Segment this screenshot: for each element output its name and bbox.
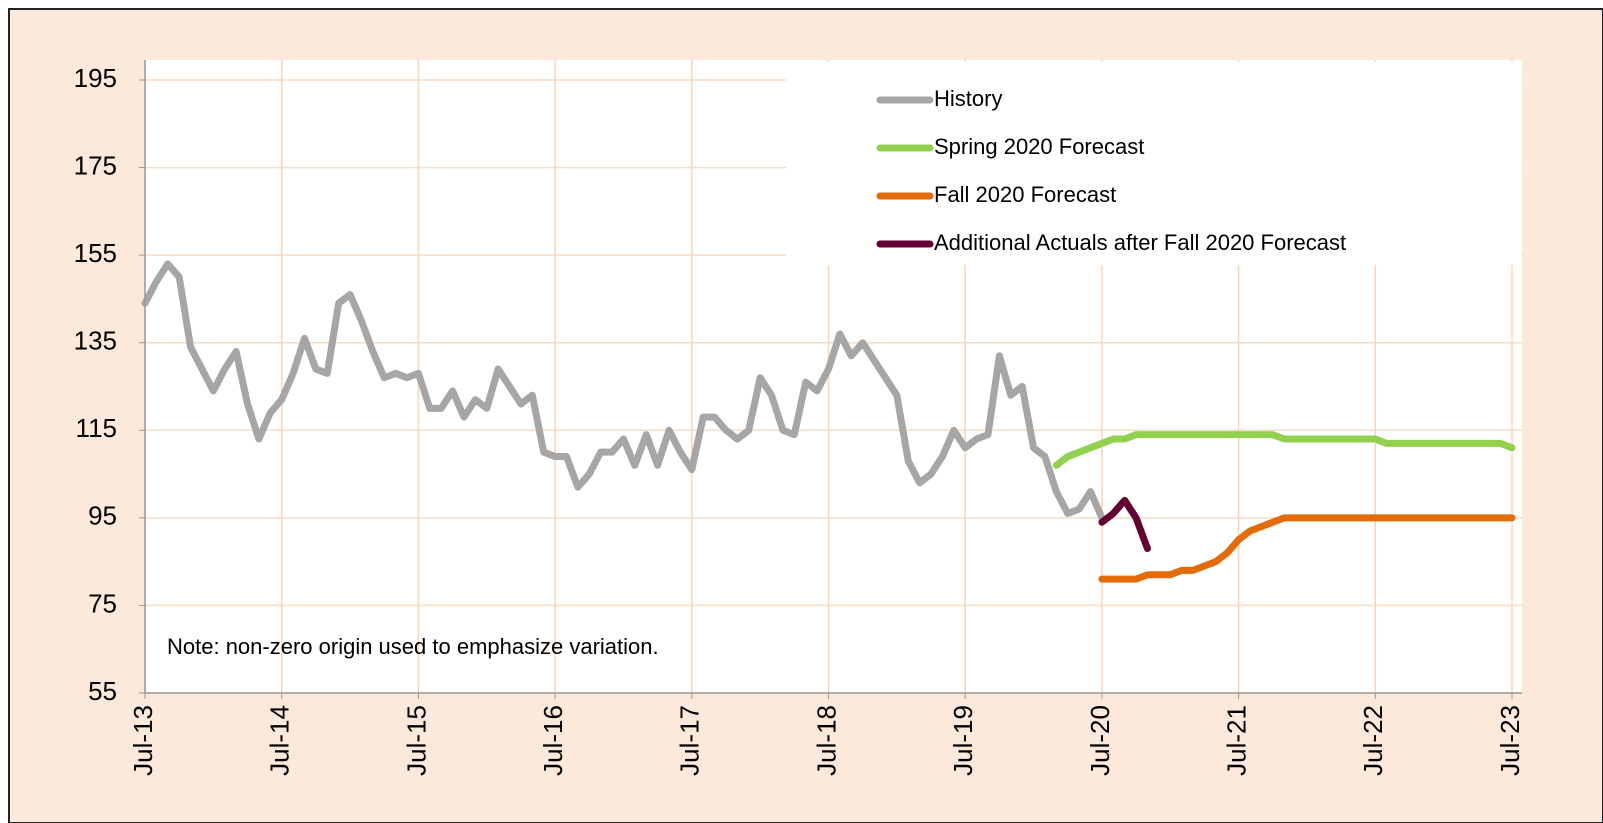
- x-tick-label: Jul-19: [948, 705, 978, 776]
- legend-label: Fall 2020 Forecast: [934, 182, 1116, 207]
- x-tick-label: Jul-21: [1221, 705, 1251, 776]
- legend-box: [786, 62, 1521, 265]
- legend-label: Additional Actuals after Fall 2020 Forec…: [934, 230, 1346, 255]
- y-tick-label: 115: [76, 413, 117, 443]
- series-line: [1098, 514, 1516, 583]
- legend-label: Spring 2020 Forecast: [934, 134, 1144, 159]
- legend-label: History: [934, 86, 1002, 111]
- x-tick-label: Jul-17: [675, 705, 705, 776]
- y-tick-label: 95: [88, 501, 117, 531]
- y-tick-label: 155: [74, 238, 117, 268]
- x-tick-label: Jul-20: [1085, 705, 1115, 776]
- series-line: [1052, 431, 1516, 469]
- annotation: Note: non-zero origin used to emphasize …: [167, 634, 659, 659]
- x-tick-label: Jul-23: [1495, 705, 1525, 776]
- x-tick-label: Jul-14: [265, 705, 295, 776]
- series-line: [141, 260, 1106, 522]
- x-tick-label: Jul-15: [401, 705, 431, 776]
- x-tick-label: Jul-18: [811, 705, 841, 776]
- x-tick-label: Jul-13: [128, 705, 158, 776]
- x-tick-label: Jul-22: [1358, 705, 1388, 776]
- y-tick-label: 195: [74, 63, 117, 93]
- y-tick-label: 135: [74, 326, 117, 356]
- y-tick-label: 55: [88, 676, 117, 706]
- x-tick-label: Jul-16: [538, 705, 568, 776]
- y-tick-label: 175: [74, 150, 117, 180]
- y-tick-label: 75: [88, 588, 117, 618]
- series-line: [1098, 496, 1151, 553]
